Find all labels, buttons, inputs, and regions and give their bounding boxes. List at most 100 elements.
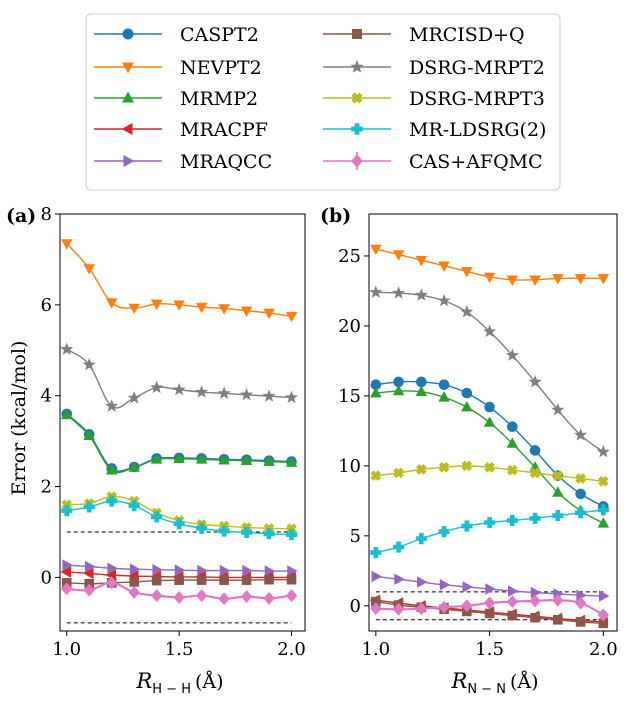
panel-b-point-mrcisd-q [507,610,518,621]
legend-entry-mrmp2: MRMP2 [94,88,258,110]
panel-b-point-cas-afqmc [438,600,450,614]
panel-a-point-nevpt2 [285,311,298,323]
panel-a-ytick-label: 8 [41,204,52,225]
panel-b-point-mrcisd-q [530,612,540,623]
panel-b-point-dsrg-mrpt3 [484,461,495,473]
panel-b-xlabel: RN − N (Å) [451,669,539,697]
legend-entry-dsrg-mrpt3: DSRG-MRPT3 [323,88,545,110]
panel-b-point-dsrg-mrpt3 [416,464,427,475]
panel-b-point-mr-ldsrg-2 [506,514,518,527]
panel-a-point-mr-ldsrg-2 [285,529,298,541]
panel-a-point-nevpt2 [195,302,208,314]
panel-a-point-cas-afqmc [173,590,185,604]
panel-a-point-mrcisd-q [286,574,297,585]
panel-b-point-mrmp2 [483,416,496,427]
panel-a-xtick-label: 1.5 [165,639,194,660]
panel-a-point-dsrg-mrpt2 [127,391,141,404]
panel-b-point-mrmp2 [392,384,405,396]
panel-a-point-mr-ldsrg-2 [196,522,208,534]
panel-b-point-caspt2 [438,379,450,391]
panel-b-point-mrcisd-q [553,615,563,625]
panel-b-point-nevpt2 [461,267,473,278]
panel-a-point-mrmp2 [105,464,118,475]
panel-b-point-mr-ldsrg-2 [483,516,496,529]
panel-a-point-dsrg-mrpt2 [284,390,299,404]
panel-a-ytick-label: 4 [41,386,52,407]
panel-b-point-dsrg-mrpt2 [414,288,428,301]
panel-b-point-mrmp2 [552,486,564,497]
panel-b-series-dsrg-mrpt2 [369,285,610,458]
panel-b-point-mrmp2 [461,400,473,412]
panel-b-point-cas-afqmc [552,593,564,607]
panel-b-point-mraqcc [439,579,451,591]
panel-a-line-dsrg-mrpt2 [66,348,292,409]
panel-b-point-nevpt2 [438,261,450,272]
panel-a-point-mraqcc [219,564,231,577]
panel-b-point-nevpt2 [552,274,564,285]
panel-b-ytick-label: 20 [338,316,361,337]
panel-a-point-mr-ldsrg-2 [173,518,185,530]
legend-label-mrcisd-q: MRCISD+Q [409,24,525,46]
legend-entry-mrcisd-q: MRCISD+Q [323,24,525,46]
panel-b-point-dsrg-mrpt2 [460,305,474,318]
panel-a-point-mraqcc [242,564,253,577]
panel-b-point-nevpt2 [506,275,519,286]
panel-a-point-mraqcc [174,564,186,576]
panel-b-point-dsrg-mrpt3 [575,473,586,484]
panel-b-point-mr-ldsrg-2 [438,526,450,538]
panel-b-point-mr-ldsrg-2 [392,541,405,553]
panel-b-xtick-label: 1.5 [475,639,504,660]
legend-marker-mracpf [121,122,133,136]
panel-b-ytick-label: 0 [350,596,361,617]
panel-a-point-dsrg-mrpt2 [217,386,231,400]
panel-b-xtick-label: 2.0 [589,639,618,660]
panel-a-point-nevpt2 [83,264,96,275]
panel-b-point-dsrg-mrpt2 [505,348,519,361]
panel-a-line-mrmp2 [66,414,292,474]
panel-b-series-caspt2 [370,376,609,512]
panel-b-point-cas-afqmc [461,599,473,613]
legend-label-nevpt2: NEVPT2 [180,57,262,79]
panel-a-ytick-label: 0 [41,567,52,588]
panel-a-ytick-label: 6 [41,295,52,316]
panel-a-plot: 0 2 4 6 8 1.0 1.5 2.0 [41,204,306,660]
panel-b-point-dsrg-mrpt2 [392,286,406,299]
panel-a-point-cas-afqmc [263,591,275,605]
panel-a-point-mrcisd-q [264,574,274,585]
panel-b-point-mrmp2 [506,437,519,448]
panel-b-series-dsrg-mrpt3 [370,460,609,487]
panel-b-point-mraqcc [416,576,428,588]
panel-a-series-mraqcc [62,559,298,577]
legend-marker-caspt2 [122,28,134,40]
panel-b-point-mr-ldsrg-2 [529,512,541,524]
panel-b-series-mr-ldsrg-2 [370,504,609,559]
panel-b-point-dsrg-mrpt2 [528,375,542,388]
panel-a-point-mrcisd-q [129,577,139,587]
legend: CASPT2 MRCISD+Q NEVPT2 DSRG-MRPT2 MRMP2 DSRG-… [85,13,561,191]
panel-a-point-nevpt2 [105,298,118,309]
panel-a-series-mrmp2 [60,408,298,475]
panel-a-point-mrmp2 [285,456,298,467]
panel-a-point-cas-afqmc [196,589,208,603]
panel-b-point-cas-afqmc [529,594,541,608]
panel-b-point-nevpt2 [370,244,382,256]
legend-entry-mr-ldsrg-2: MR-LDSRG(2) [323,119,546,141]
panel-b-point-dsrg-mrpt3 [370,470,382,482]
panel-b-plot: 0 5 10 15 20 25 1.0 1.5 2.0 [338,213,618,660]
panel-b-frame [368,213,618,632]
panel-a-ytick-label: 2 [41,477,52,498]
panel-b-point-cas-afqmc [483,596,496,610]
panel-a-point-mrmp2 [263,455,275,466]
panel-a-series-mr-ldsrg-2 [61,495,298,541]
panel-b-point-nevpt2 [483,272,496,284]
panel-b-point-cas-afqmc [506,595,519,609]
panel-b-point-caspt2 [529,445,541,456]
panel-a-point-mraqcc [152,563,163,576]
panel-b-series-mraqcc [371,570,610,602]
panel-b-point-cas-afqmc [597,608,610,622]
panel-a-point-nevpt2 [128,303,140,315]
panel-a-point-dsrg-mrpt2 [105,399,119,412]
panel-a-point-mr-ldsrg-2 [218,525,230,537]
legend-marker-mrcisd-q [352,29,362,39]
